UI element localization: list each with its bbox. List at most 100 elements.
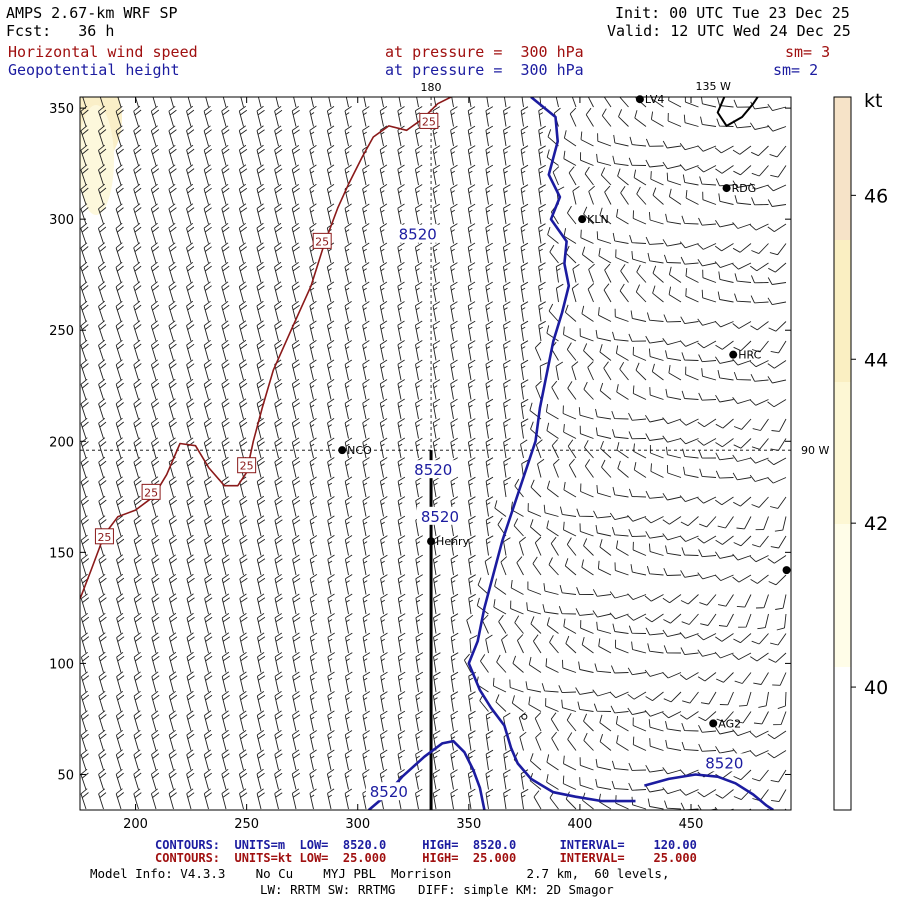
wind-barb (362, 203, 370, 225)
wind-barb (503, 398, 511, 420)
wind-barb (186, 144, 195, 166)
wind-barb (503, 788, 511, 810)
wind-barb (755, 594, 769, 609)
wind-barb (221, 379, 230, 400)
wind-barb (344, 515, 353, 537)
wind-barb (662, 767, 682, 775)
wind-barb (256, 261, 265, 283)
wind-barb (327, 574, 335, 595)
wind-barb (239, 788, 248, 810)
wind-barb (767, 223, 787, 232)
lon-label-90w: 90 W (801, 444, 829, 457)
wind-barb (555, 262, 564, 283)
wind-barb (362, 554, 371, 576)
wind-barb (680, 711, 699, 720)
wind-barb (533, 790, 542, 810)
wind-barb (168, 593, 178, 615)
wind-barb (150, 144, 160, 166)
wind-barb (468, 574, 476, 595)
wind-barb (467, 281, 476, 303)
wind-barb (344, 379, 353, 400)
wind-barb (203, 222, 212, 244)
model-title: AMPS 2.67-km WRF SP (6, 4, 178, 22)
wind-barb (345, 613, 353, 634)
wind-barb (98, 378, 107, 400)
wind-barb (327, 437, 335, 459)
wind-barb (683, 114, 699, 127)
wind-barb (632, 346, 647, 361)
wind-barb (450, 788, 458, 810)
wind-barb (186, 573, 195, 595)
wind-barb (115, 339, 124, 361)
wind-barb (646, 565, 664, 576)
wind-barb (503, 359, 511, 381)
wind-barb (203, 710, 213, 732)
wind-barb (662, 140, 682, 149)
wind-barb (549, 635, 559, 654)
wind-barb (397, 242, 405, 264)
wind-barb (450, 613, 459, 634)
wind-barb (275, 97, 279, 108)
wind-barb (584, 166, 594, 186)
wind-barb (344, 710, 353, 732)
wind-barb (115, 729, 125, 751)
wind-barb (115, 164, 124, 186)
wind-barb (595, 427, 612, 439)
wind-barb (151, 729, 160, 751)
wind-barb (580, 152, 594, 166)
wind-barb (749, 182, 769, 190)
wind-barb (628, 431, 647, 440)
wind-barb (647, 798, 664, 810)
colorbar: 40 42 44 46 kt (833, 90, 888, 811)
wind-barb (203, 417, 212, 439)
wind-barb (627, 667, 647, 676)
wind-barb (133, 554, 142, 576)
wind-barb (631, 641, 647, 654)
wind-barb (151, 573, 160, 595)
wind-barb (564, 304, 577, 322)
wind-barb (98, 573, 107, 595)
wind-barb (80, 261, 89, 283)
wind-barb (485, 125, 494, 147)
wind-barb (485, 749, 494, 771)
wind-barb (186, 125, 195, 147)
wind-barb (609, 612, 629, 620)
wind-barb (666, 172, 682, 186)
wind-barb (732, 397, 752, 405)
wind-barb (379, 359, 388, 381)
wind-barb (609, 691, 629, 699)
wind-barb (520, 106, 529, 127)
wind-barb (221, 261, 230, 283)
wind-barb (520, 439, 528, 459)
colorbar-tick-label: 42 (864, 513, 888, 535)
station-label: LV4 (645, 93, 664, 106)
wind-barb (379, 106, 388, 127)
wind-barb (133, 690, 142, 712)
wind-barb (326, 262, 335, 283)
speed-label-box (419, 112, 439, 129)
wind-barb (380, 554, 388, 576)
wind-barb (581, 636, 594, 654)
wind-barb (168, 105, 177, 127)
wind-barb (291, 457, 301, 478)
wind-barb (527, 503, 542, 517)
wind-barb (776, 613, 787, 631)
y-tick-label: 350 (49, 102, 74, 117)
wind-barb (769, 145, 787, 158)
wind-barb (717, 291, 734, 303)
wind-barb (150, 320, 160, 342)
wind-barb (627, 515, 647, 522)
wind-barb (309, 145, 317, 166)
wind-barb (592, 610, 612, 618)
wind-barb (98, 632, 107, 654)
wind-barb (616, 384, 629, 400)
wind-barb (575, 608, 594, 616)
wind-barb (362, 398, 370, 420)
wind-barb (502, 281, 511, 303)
wind-barb (309, 769, 317, 790)
wind-barb (662, 629, 682, 638)
wind-barb (133, 593, 142, 615)
wind-barb (733, 633, 752, 644)
wind-barb (98, 183, 107, 205)
wind-barb (115, 768, 124, 790)
